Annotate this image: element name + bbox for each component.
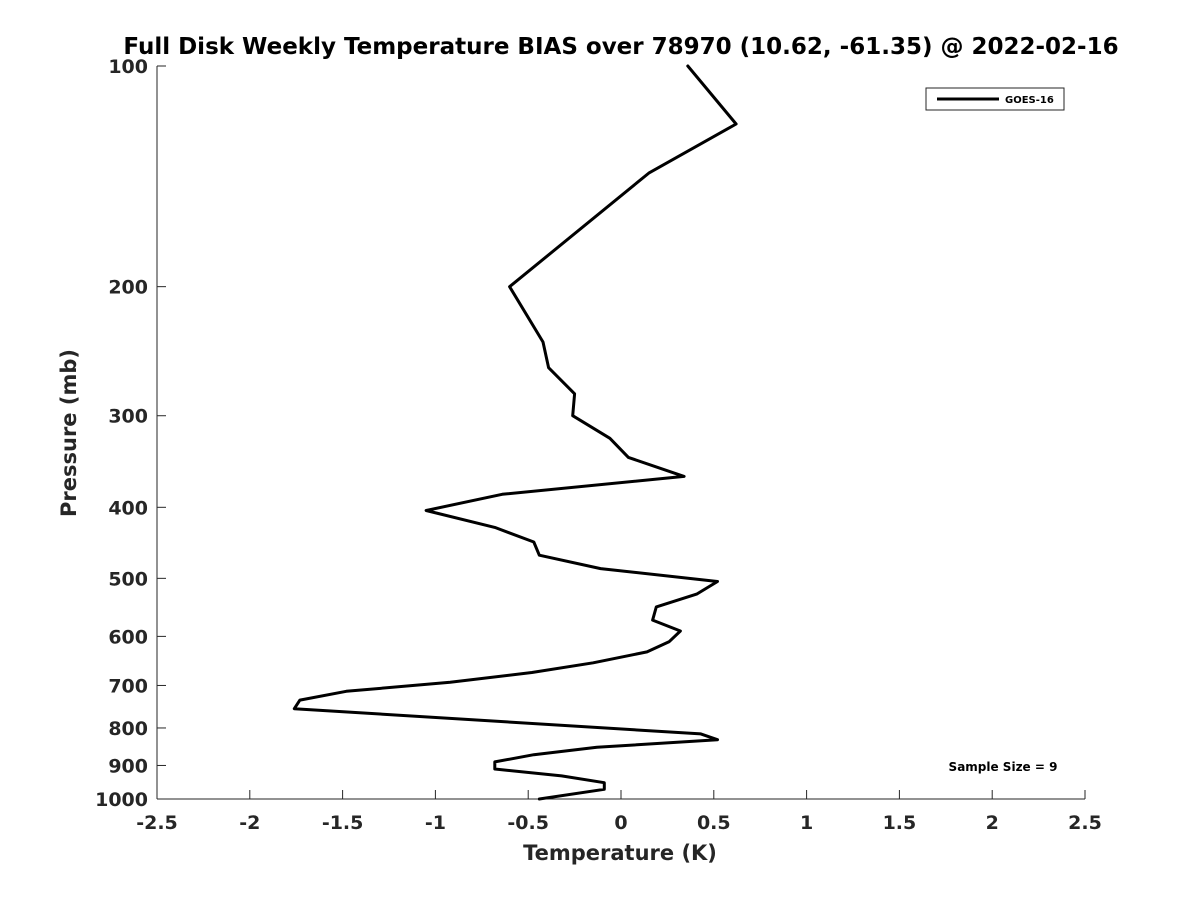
- x-ticks: -2.5 -2 -1.5 -1 -0.5 0 0.5 1 1.5 2 2.5: [136, 790, 1102, 834]
- y-tick-label: 300: [108, 406, 148, 428]
- y-tick-label: 500: [108, 568, 148, 590]
- x-axis-label: Temperature (K): [523, 841, 717, 865]
- y-ticks: 100 200 300 400 500 600 700 800 900 1000: [95, 56, 166, 811]
- x-tick-label: 0.5: [697, 812, 731, 834]
- y-tick-label: 700: [108, 675, 148, 697]
- y-tick-label: 800: [108, 718, 148, 740]
- sample-size-annotation: Sample Size = 9: [949, 760, 1058, 774]
- series-line: [292, 64, 738, 801]
- y-axis-label: Pressure (mb): [57, 349, 81, 517]
- legend: GOES-16: [925, 87, 1065, 111]
- plot-axes: [156, 66, 1085, 800]
- series-group: [292, 64, 738, 801]
- y-tick-label: 1000: [95, 789, 148, 811]
- x-tick-label: -0.5: [507, 812, 549, 834]
- y-tick-label: 600: [108, 626, 148, 648]
- y-tick-label: 100: [108, 56, 148, 78]
- x-tick-label: -2: [239, 812, 260, 834]
- y-tick-label: 900: [108, 755, 148, 777]
- legend-label: GOES-16: [1005, 95, 1054, 106]
- x-tick-label: 2: [986, 812, 999, 834]
- x-tick-label: 0: [614, 812, 627, 834]
- x-tick-label: -1: [425, 812, 446, 834]
- x-tick-label: -1.5: [322, 812, 364, 834]
- x-tick-label: 1: [800, 812, 813, 834]
- y-tick-label: 200: [108, 277, 148, 299]
- chart-title: Full Disk Weekly Temperature BIAS over 7…: [123, 34, 1118, 60]
- x-tick-label: -2.5: [136, 812, 178, 834]
- x-tick-label: 2.5: [1068, 812, 1102, 834]
- y-tick-label: 400: [108, 497, 148, 519]
- x-tick-label: 1.5: [883, 812, 917, 834]
